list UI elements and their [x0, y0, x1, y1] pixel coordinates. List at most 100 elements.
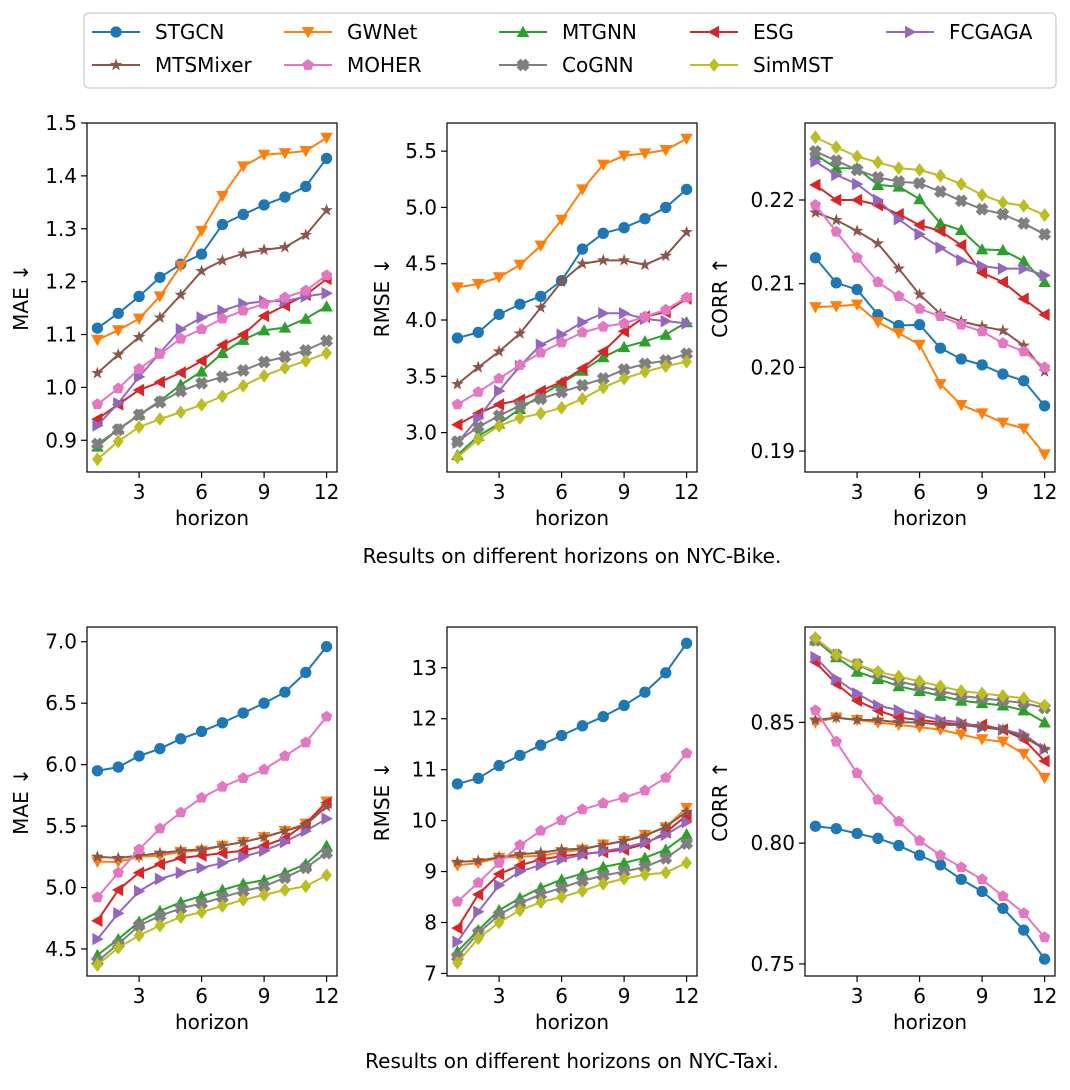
series-line: [814, 709, 1046, 939]
data-point: [195, 791, 208, 803]
data-point: [680, 637, 693, 649]
data-point: [997, 368, 1009, 380]
data-point: [279, 291, 291, 303]
data-point: [556, 400, 567, 415]
data-point: [111, 347, 125, 360]
data-point: [893, 290, 905, 302]
data-point: [1018, 924, 1030, 936]
y-tick-label: 6.5: [45, 691, 77, 715]
legend-item-gwnet: GWNet: [284, 20, 418, 44]
data-point: [320, 152, 333, 165]
data-point: [955, 873, 967, 886]
data-point: [471, 888, 484, 901]
data-point: [852, 687, 864, 700]
data-point: [321, 868, 332, 883]
legend-label: STGCN: [155, 20, 224, 44]
data-point: [659, 851, 673, 865]
data-point: [893, 839, 905, 852]
data-point: [997, 890, 1009, 902]
data-point: [514, 411, 526, 425]
data-point: [133, 750, 145, 762]
data-point: [154, 412, 166, 427]
data-point: [258, 763, 270, 775]
data-point: [1038, 716, 1051, 728]
data-point: [132, 330, 146, 343]
data-point: [133, 843, 145, 855]
data-point: [451, 377, 464, 390]
chart-taxi-rmse: 7 8 9 10 11 12 13 3 6 9 12 horizon RMSE ↓: [370, 626, 699, 1034]
data-point: [492, 908, 506, 922]
chart-taxi-mae: 4.5 5.0 5.5 6.0 6.5 7.0 3 6 9 12 horizon MAE ↓: [9, 626, 339, 1034]
y-tick-label: 0.19: [750, 439, 795, 463]
data-point: [871, 178, 885, 190]
data-point: [195, 225, 208, 238]
data-point: [320, 132, 333, 145]
data-point: [809, 252, 822, 264]
legend-item-mtgnn: MTGNN: [499, 20, 637, 44]
data-point: [236, 333, 250, 345]
x-tick-label: 3: [493, 480, 506, 504]
legend-label: CoGNN: [562, 53, 634, 77]
series-fcgaga: [810, 650, 1051, 756]
data-point: [451, 282, 464, 294]
y-tick-label: 3.5: [405, 364, 437, 388]
series-stgcn: [451, 637, 693, 790]
legend-label: MOHER: [347, 53, 422, 77]
legend-item-fcgaga: FCGAGA: [886, 20, 1033, 44]
data-point: [450, 435, 464, 449]
data-point: [955, 684, 967, 698]
data-point: [300, 354, 312, 368]
legend-marker: [516, 58, 530, 72]
series-line: [815, 825, 1046, 960]
data-point: [258, 199, 270, 211]
plots: 0.9 1.0 1.1 1.2 1.3 1.4 1.5 3 6 9 12 horizon MAE ↓ 3.…: [9, 111, 1057, 1034]
data-point: [1017, 730, 1031, 743]
data-point: [872, 699, 885, 712]
data-point: [913, 192, 926, 205]
data-point: [618, 317, 630, 329]
data-point: [1038, 931, 1051, 943]
series-moher: [451, 747, 693, 907]
data-point: [299, 861, 313, 875]
x-axis-label: horizon: [893, 1010, 967, 1034]
data-point: [111, 856, 125, 869]
data-point: [871, 170, 885, 184]
data-point: [871, 713, 885, 726]
data-point: [893, 161, 905, 176]
data-point: [113, 396, 125, 410]
data-point: [492, 344, 506, 357]
legend: STGCN GWNet MTGNN ESG FCGAGA MTSMixer MOHER CoG…: [83, 12, 1057, 89]
data-point: [1017, 423, 1031, 435]
data-point: [871, 236, 885, 249]
legend-item-esg: ESG: [690, 20, 794, 44]
data-point: [831, 672, 843, 686]
data-point: [514, 865, 527, 878]
data-point: [556, 890, 567, 904]
data-point: [153, 375, 165, 389]
chart-taxi-corr: 0.75 0.80 0.85 3 6 9 12 horizon CORR ↑: [708, 626, 1057, 1034]
data-point: [217, 304, 229, 318]
data-point: [809, 302, 822, 314]
data-point: [535, 739, 547, 751]
data-point: [91, 850, 104, 863]
legend-item-stgcn: STGCN: [92, 20, 224, 44]
data-point: [257, 309, 270, 323]
data-point: [851, 251, 863, 263]
data-point: [680, 837, 694, 850]
legend-marker: [110, 26, 122, 38]
data-point: [1039, 698, 1050, 713]
data-point: [174, 366, 186, 379]
data-point: [597, 320, 609, 332]
data-point: [933, 185, 947, 199]
data-point: [996, 723, 1010, 735]
series-simmst: [810, 130, 1050, 222]
data-point: [154, 271, 166, 284]
data-point: [174, 260, 188, 273]
data-point: [175, 866, 188, 880]
legend-marker: [516, 25, 530, 38]
data-point: [112, 434, 124, 449]
data-point: [217, 899, 228, 913]
data-point: [174, 288, 188, 301]
series-fcgaga: [92, 286, 333, 432]
data-point: [576, 720, 589, 732]
